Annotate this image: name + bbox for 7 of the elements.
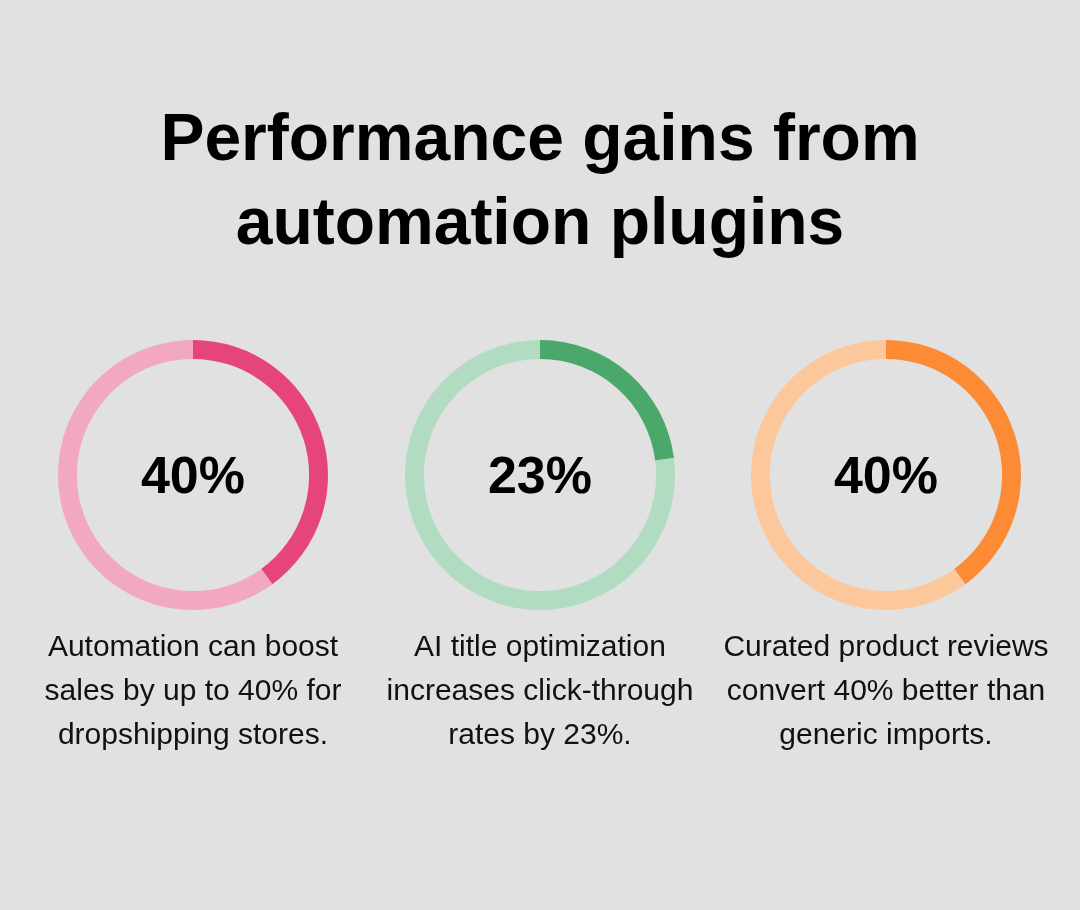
text: Performance gains from automation plugins — [159, 99, 921, 260]
text: 40% — [139, 445, 247, 505]
text: 23% — [486, 445, 594, 505]
text: 40% — [832, 445, 940, 505]
text: Curated product reviews convert 40% better than generic imports. — [722, 628, 1050, 752]
text: AI title optimization increases click-through rates by 23%. — [385, 628, 695, 752]
text: Automation can boost sales by up to 40% for dropshipping stores. — [43, 628, 343, 752]
